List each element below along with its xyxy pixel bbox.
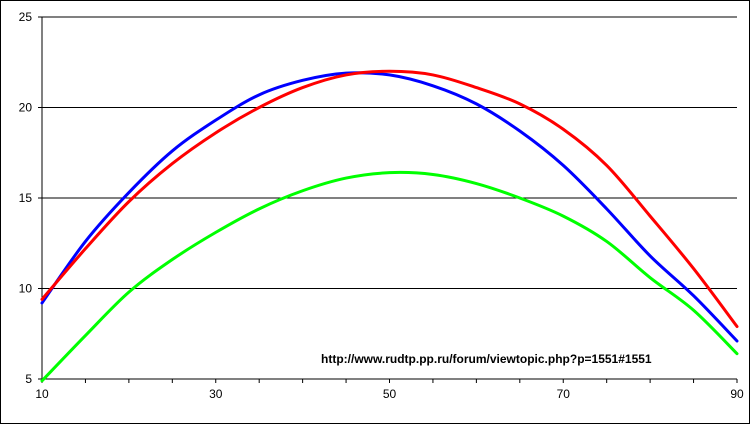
- y-tick-labels: 5 10 15 20 25: [19, 10, 33, 386]
- y-tick-label: 15: [19, 191, 33, 205]
- y-tick-label: 10: [19, 282, 33, 296]
- y-tick-label: 5: [25, 372, 32, 386]
- series-line-3: [40, 170, 739, 383]
- series-line-2: [40, 69, 739, 329]
- series-group: [40, 69, 739, 383]
- x-tick-label: 10: [35, 387, 49, 401]
- source-url-annotation: http://www.rudtp.pp.ru/forum/viewtopic.p…: [321, 352, 652, 366]
- x-tick-label: 50: [383, 387, 397, 401]
- gridlines: [42, 16, 737, 289]
- x-tick-label: 30: [209, 387, 223, 401]
- x-tick-labels: 10 30 50 70 90: [35, 387, 744, 401]
- x-tick-label: 90: [730, 387, 744, 401]
- y-tick-label: 20: [19, 101, 33, 115]
- series-line-1: [40, 71, 739, 343]
- x-tick-label: 70: [557, 387, 571, 401]
- y-tick-label: 25: [19, 10, 33, 24]
